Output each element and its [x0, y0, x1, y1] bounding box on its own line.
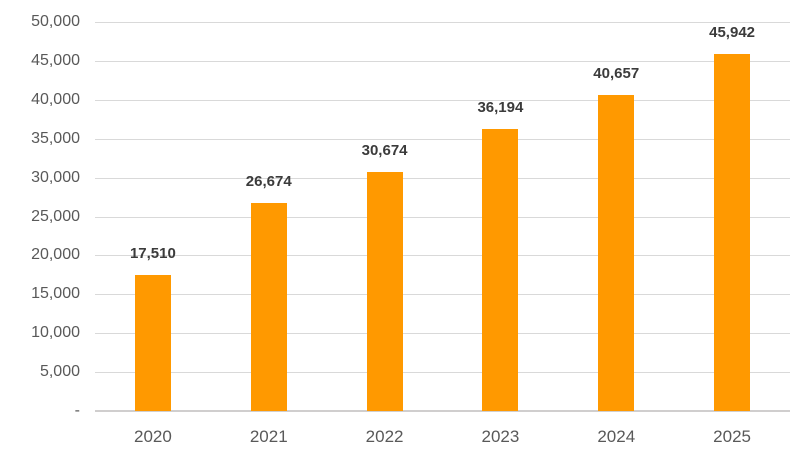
x-tick-label: 2020	[133, 427, 172, 446]
gridline	[95, 294, 790, 296]
gridline	[95, 177, 790, 179]
bar	[598, 94, 635, 411]
y-tick-label: 25,000	[31, 207, 80, 225]
bar	[482, 129, 519, 411]
bar-value-label: 30,674	[361, 142, 408, 160]
x-axis-line	[95, 410, 790, 412]
bar-value-label: 45,942	[709, 23, 756, 41]
y-tick-label: -	[74, 402, 80, 419]
gridline	[95, 60, 790, 62]
gridline	[95, 216, 790, 218]
gridline	[95, 372, 790, 374]
bar-value-label: 17,510	[129, 244, 176, 262]
bar	[366, 172, 403, 411]
y-tick-label: 5,000	[39, 363, 80, 381]
y-tick-label: 15,000	[31, 285, 80, 303]
x-tick-label: 2024	[597, 427, 636, 446]
bar-value-label: 36,194	[477, 99, 524, 117]
gridline	[95, 333, 790, 335]
y-tick-label: 10,000	[31, 324, 80, 342]
gridline	[95, 22, 790, 23]
y-tick-label: 40,000	[31, 90, 80, 108]
x-tick-label: 2023	[481, 427, 520, 446]
gridline	[95, 138, 790, 140]
x-tick-label: 2025	[713, 427, 751, 446]
y-tick-label: 35,000	[31, 129, 80, 147]
x-tick-label: 2021	[249, 427, 288, 446]
gridline	[95, 99, 790, 101]
bar	[714, 53, 751, 411]
gridline	[95, 255, 790, 257]
bar	[134, 274, 171, 411]
bar-value-label: 40,657	[593, 64, 640, 82]
bar-value-label: 26,674	[245, 173, 292, 191]
y-tick-label: 45,000	[31, 51, 80, 69]
bar	[250, 203, 287, 411]
y-tick-label: 50,000	[31, 13, 80, 30]
x-tick-label: 2022	[365, 427, 404, 446]
y-tick-label: 20,000	[31, 246, 80, 264]
y-tick-label: 30,000	[31, 168, 80, 186]
